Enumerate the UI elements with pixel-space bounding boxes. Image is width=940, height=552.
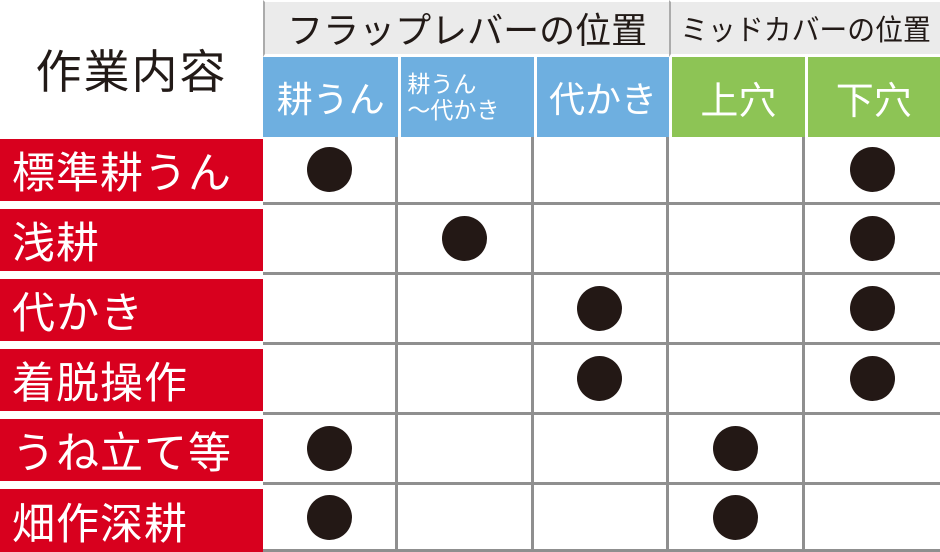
column-header-4: 上穴 xyxy=(669,57,805,137)
matrix-cell xyxy=(263,345,399,415)
matrix-cell xyxy=(263,485,399,552)
matrix-cell xyxy=(804,415,940,485)
column-header-5: 下穴 xyxy=(804,57,940,137)
dot-marker xyxy=(306,494,352,540)
row-label: 着脱操作 xyxy=(0,345,263,415)
matrix-cell xyxy=(669,205,805,275)
dot-marker xyxy=(577,356,623,401)
dot-marker xyxy=(577,286,623,331)
dot-marker xyxy=(849,286,895,331)
dot-marker xyxy=(306,426,352,471)
matrix-cell xyxy=(804,137,940,205)
dot-marker xyxy=(712,426,758,471)
matrix-cell xyxy=(533,485,670,552)
mid-cover-group-header: ミッドカバーの位置 xyxy=(669,0,940,57)
dot-marker xyxy=(306,147,352,192)
dot-marker xyxy=(849,356,895,401)
flap-lever-group-header: フラップレバーの位置 xyxy=(263,0,670,57)
column-header-3: 代かき xyxy=(533,57,670,137)
matrix-cell xyxy=(669,415,805,485)
row-label: 畑作深耕 xyxy=(0,485,263,552)
matrix-cell xyxy=(669,137,805,205)
matrix-cell xyxy=(398,415,534,485)
dot-marker xyxy=(849,216,895,261)
mid-cover-group-label: ミッドカバーの位置 xyxy=(680,15,931,47)
matrix-cell xyxy=(263,205,399,275)
dot-marker xyxy=(712,494,758,540)
column-header-1: 耕うん xyxy=(263,57,399,137)
matrix-cell xyxy=(263,137,399,205)
matrix-cell xyxy=(398,205,534,275)
flap-lever-group-label: フラップレバーの位置 xyxy=(287,10,648,51)
matrix-cell xyxy=(263,275,399,345)
matrix-cell xyxy=(533,205,670,275)
dot-marker xyxy=(849,147,895,192)
row-label: 代かき xyxy=(0,275,263,345)
matrix-cell xyxy=(533,345,670,415)
matrix-cell xyxy=(804,275,940,345)
matrix-cell xyxy=(533,415,670,485)
matrix-cell xyxy=(398,485,534,552)
dot-marker xyxy=(442,216,488,261)
work-content-header: 作業内容 xyxy=(0,0,263,137)
matrix-cell xyxy=(533,275,670,345)
matrix-cell xyxy=(669,275,805,345)
matrix-cell xyxy=(533,137,670,205)
row-label: 標準耕うん xyxy=(0,137,263,205)
matrix-cell xyxy=(804,345,940,415)
matrix-cell xyxy=(398,137,534,205)
matrix-cell xyxy=(804,205,940,275)
matrix-cell xyxy=(804,485,940,552)
matrix-cell xyxy=(398,275,534,345)
row-label: 浅耕 xyxy=(0,205,263,275)
matrix-cell xyxy=(263,415,399,485)
matrix-cell xyxy=(669,345,805,415)
matrix-cell xyxy=(669,485,805,552)
matrix-cell xyxy=(398,345,534,415)
row-label: うね立て等 xyxy=(0,415,263,485)
column-header-2: 耕うん 〜代かき xyxy=(398,57,534,137)
